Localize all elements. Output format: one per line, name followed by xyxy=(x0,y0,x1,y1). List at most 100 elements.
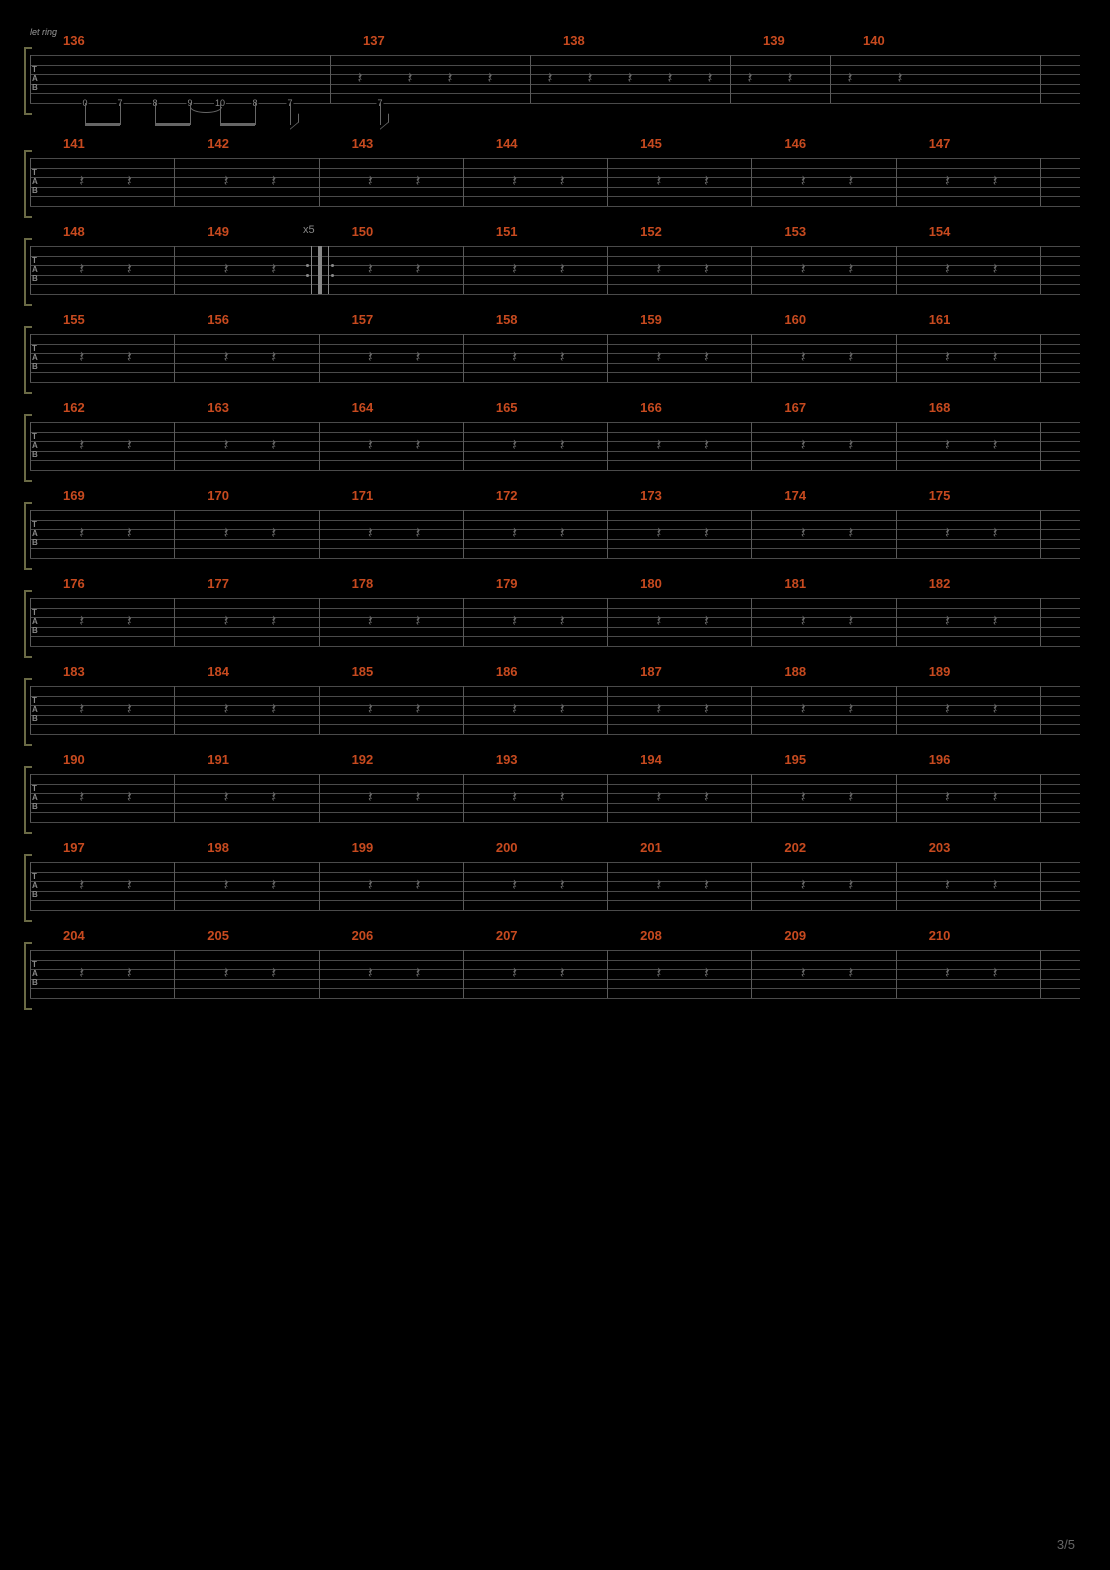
measure-number: 188 xyxy=(784,664,806,679)
staff-line xyxy=(30,862,1080,863)
barline xyxy=(30,862,31,910)
rest-icon: 𝄽 xyxy=(560,877,565,895)
barline xyxy=(730,55,731,103)
rest-icon: 𝄽 xyxy=(656,965,661,983)
barline xyxy=(319,686,320,734)
measure-number: 162 xyxy=(63,400,85,415)
staff-line xyxy=(30,529,1080,530)
staff-line xyxy=(30,705,1080,706)
barline xyxy=(30,158,31,206)
tab-system: TAB162163164165166167168𝄽𝄽𝄽𝄽𝄽𝄽𝄽𝄽𝄽𝄽𝄽𝄽𝄽𝄽 xyxy=(30,422,1080,470)
barline xyxy=(463,158,464,206)
rest-icon: 𝄽 xyxy=(945,525,950,543)
rest-icon: 𝄽 xyxy=(848,261,853,279)
measure-number: 184 xyxy=(207,664,229,679)
tab-clef: TAB xyxy=(32,520,38,547)
rest-icon: 𝄽 xyxy=(415,525,420,543)
rest-icon: 𝄽 xyxy=(271,349,276,367)
measure-number: 198 xyxy=(207,840,229,855)
rest-icon: 𝄽 xyxy=(127,877,132,895)
flag xyxy=(290,103,291,125)
rest-icon: 𝄽 xyxy=(993,613,998,631)
measure-number: 181 xyxy=(784,576,806,591)
rest-icon: 𝄽 xyxy=(127,789,132,807)
measure-number: 195 xyxy=(784,752,806,767)
staff-line xyxy=(30,636,1080,637)
tab-staff: TAB148149150151152153154x5𝄽𝄽𝄽𝄽𝄽𝄽𝄽𝄽𝄽𝄽𝄽𝄽𝄽𝄽 xyxy=(30,246,1080,294)
rest-icon: 𝄽 xyxy=(704,701,709,719)
tab-staff: TAB162163164165166167168𝄽𝄽𝄽𝄽𝄽𝄽𝄽𝄽𝄽𝄽𝄽𝄽𝄽𝄽 xyxy=(30,422,1080,470)
rest-icon: 𝄽 xyxy=(801,525,806,543)
staff-line xyxy=(30,617,1080,618)
beam xyxy=(220,123,255,126)
rest-icon: 𝄽 xyxy=(415,437,420,455)
rest-icon: 𝄽 xyxy=(512,349,517,367)
barline xyxy=(607,598,608,646)
rest-icon: 𝄽 xyxy=(560,965,565,983)
barline xyxy=(751,510,752,558)
staff-line xyxy=(30,822,1080,823)
staff-line xyxy=(30,608,1080,609)
rest-icon: 𝄽 xyxy=(993,789,998,807)
staff-line xyxy=(30,265,1080,266)
measure-number: 155 xyxy=(63,312,85,327)
barline xyxy=(174,598,175,646)
measure-number: 197 xyxy=(63,840,85,855)
measure-number: 191 xyxy=(207,752,229,767)
rest-icon: 𝄽 xyxy=(993,173,998,191)
tab-clef: TAB xyxy=(32,256,38,283)
measure-number: 161 xyxy=(929,312,951,327)
measure-number: 144 xyxy=(496,136,518,151)
rest-icon: 𝄽 xyxy=(368,261,373,279)
tab-staff: TAB169170171172173174175𝄽𝄽𝄽𝄽𝄽𝄽𝄽𝄽𝄽𝄽𝄽𝄽𝄽𝄽 xyxy=(30,510,1080,558)
rest-icon: 𝄽 xyxy=(415,349,420,367)
tab-clef: TAB xyxy=(32,65,38,92)
staff-line xyxy=(30,558,1080,559)
rest-icon: 𝄽 xyxy=(512,701,517,719)
tab-clef: TAB xyxy=(32,960,38,987)
barline xyxy=(896,334,897,382)
staff-line xyxy=(30,451,1080,452)
tab-system: TAB141142143144145146147𝄽𝄽𝄽𝄽𝄽𝄽𝄽𝄽𝄽𝄽𝄽𝄽𝄽𝄽 xyxy=(30,158,1080,206)
barline xyxy=(530,55,531,103)
barline xyxy=(1040,774,1041,822)
measure-number: 179 xyxy=(496,576,518,591)
measure-number: 140 xyxy=(863,33,885,48)
rest-icon: 𝄽 xyxy=(415,701,420,719)
rest-icon: 𝄽 xyxy=(704,965,709,983)
rest-icon: 𝄽 xyxy=(79,525,84,543)
repeat-start xyxy=(319,246,329,294)
measure-number: 174 xyxy=(784,488,806,503)
rest-icon: 𝄽 xyxy=(224,613,229,631)
barline xyxy=(463,862,464,910)
staff-line xyxy=(30,441,1080,442)
barline xyxy=(174,686,175,734)
measure-number: 180 xyxy=(640,576,662,591)
rest-icon: 𝄽 xyxy=(704,789,709,807)
barline xyxy=(896,686,897,734)
barline xyxy=(174,246,175,294)
rest-icon: 𝄽 xyxy=(656,525,661,543)
barline xyxy=(319,158,320,206)
rest-icon: 𝄽 xyxy=(656,701,661,719)
staff-line xyxy=(30,539,1080,540)
barline xyxy=(896,774,897,822)
rest-icon: 𝄽 xyxy=(127,173,132,191)
rest-icon: 𝄽 xyxy=(224,965,229,983)
rest-icon: 𝄽 xyxy=(79,965,84,983)
rest-icon: 𝄽 xyxy=(271,789,276,807)
staff-line xyxy=(30,910,1080,911)
tab-clef: TAB xyxy=(32,344,38,371)
tab-system: TAB136137138139140let ringlet ringlet ri… xyxy=(30,55,1080,103)
rest-icon: 𝄽 xyxy=(848,613,853,631)
measure-number: 148 xyxy=(63,224,85,239)
barline xyxy=(1040,510,1041,558)
rest-icon: 𝄽 xyxy=(79,261,84,279)
rest-icon: 𝄽 xyxy=(368,525,373,543)
page-number: 3/5 xyxy=(1057,1537,1075,1552)
staff-line xyxy=(30,715,1080,716)
flag xyxy=(380,103,381,125)
staff-line xyxy=(30,774,1080,775)
measure-number: 168 xyxy=(929,400,951,415)
measure-number: 145 xyxy=(640,136,662,151)
